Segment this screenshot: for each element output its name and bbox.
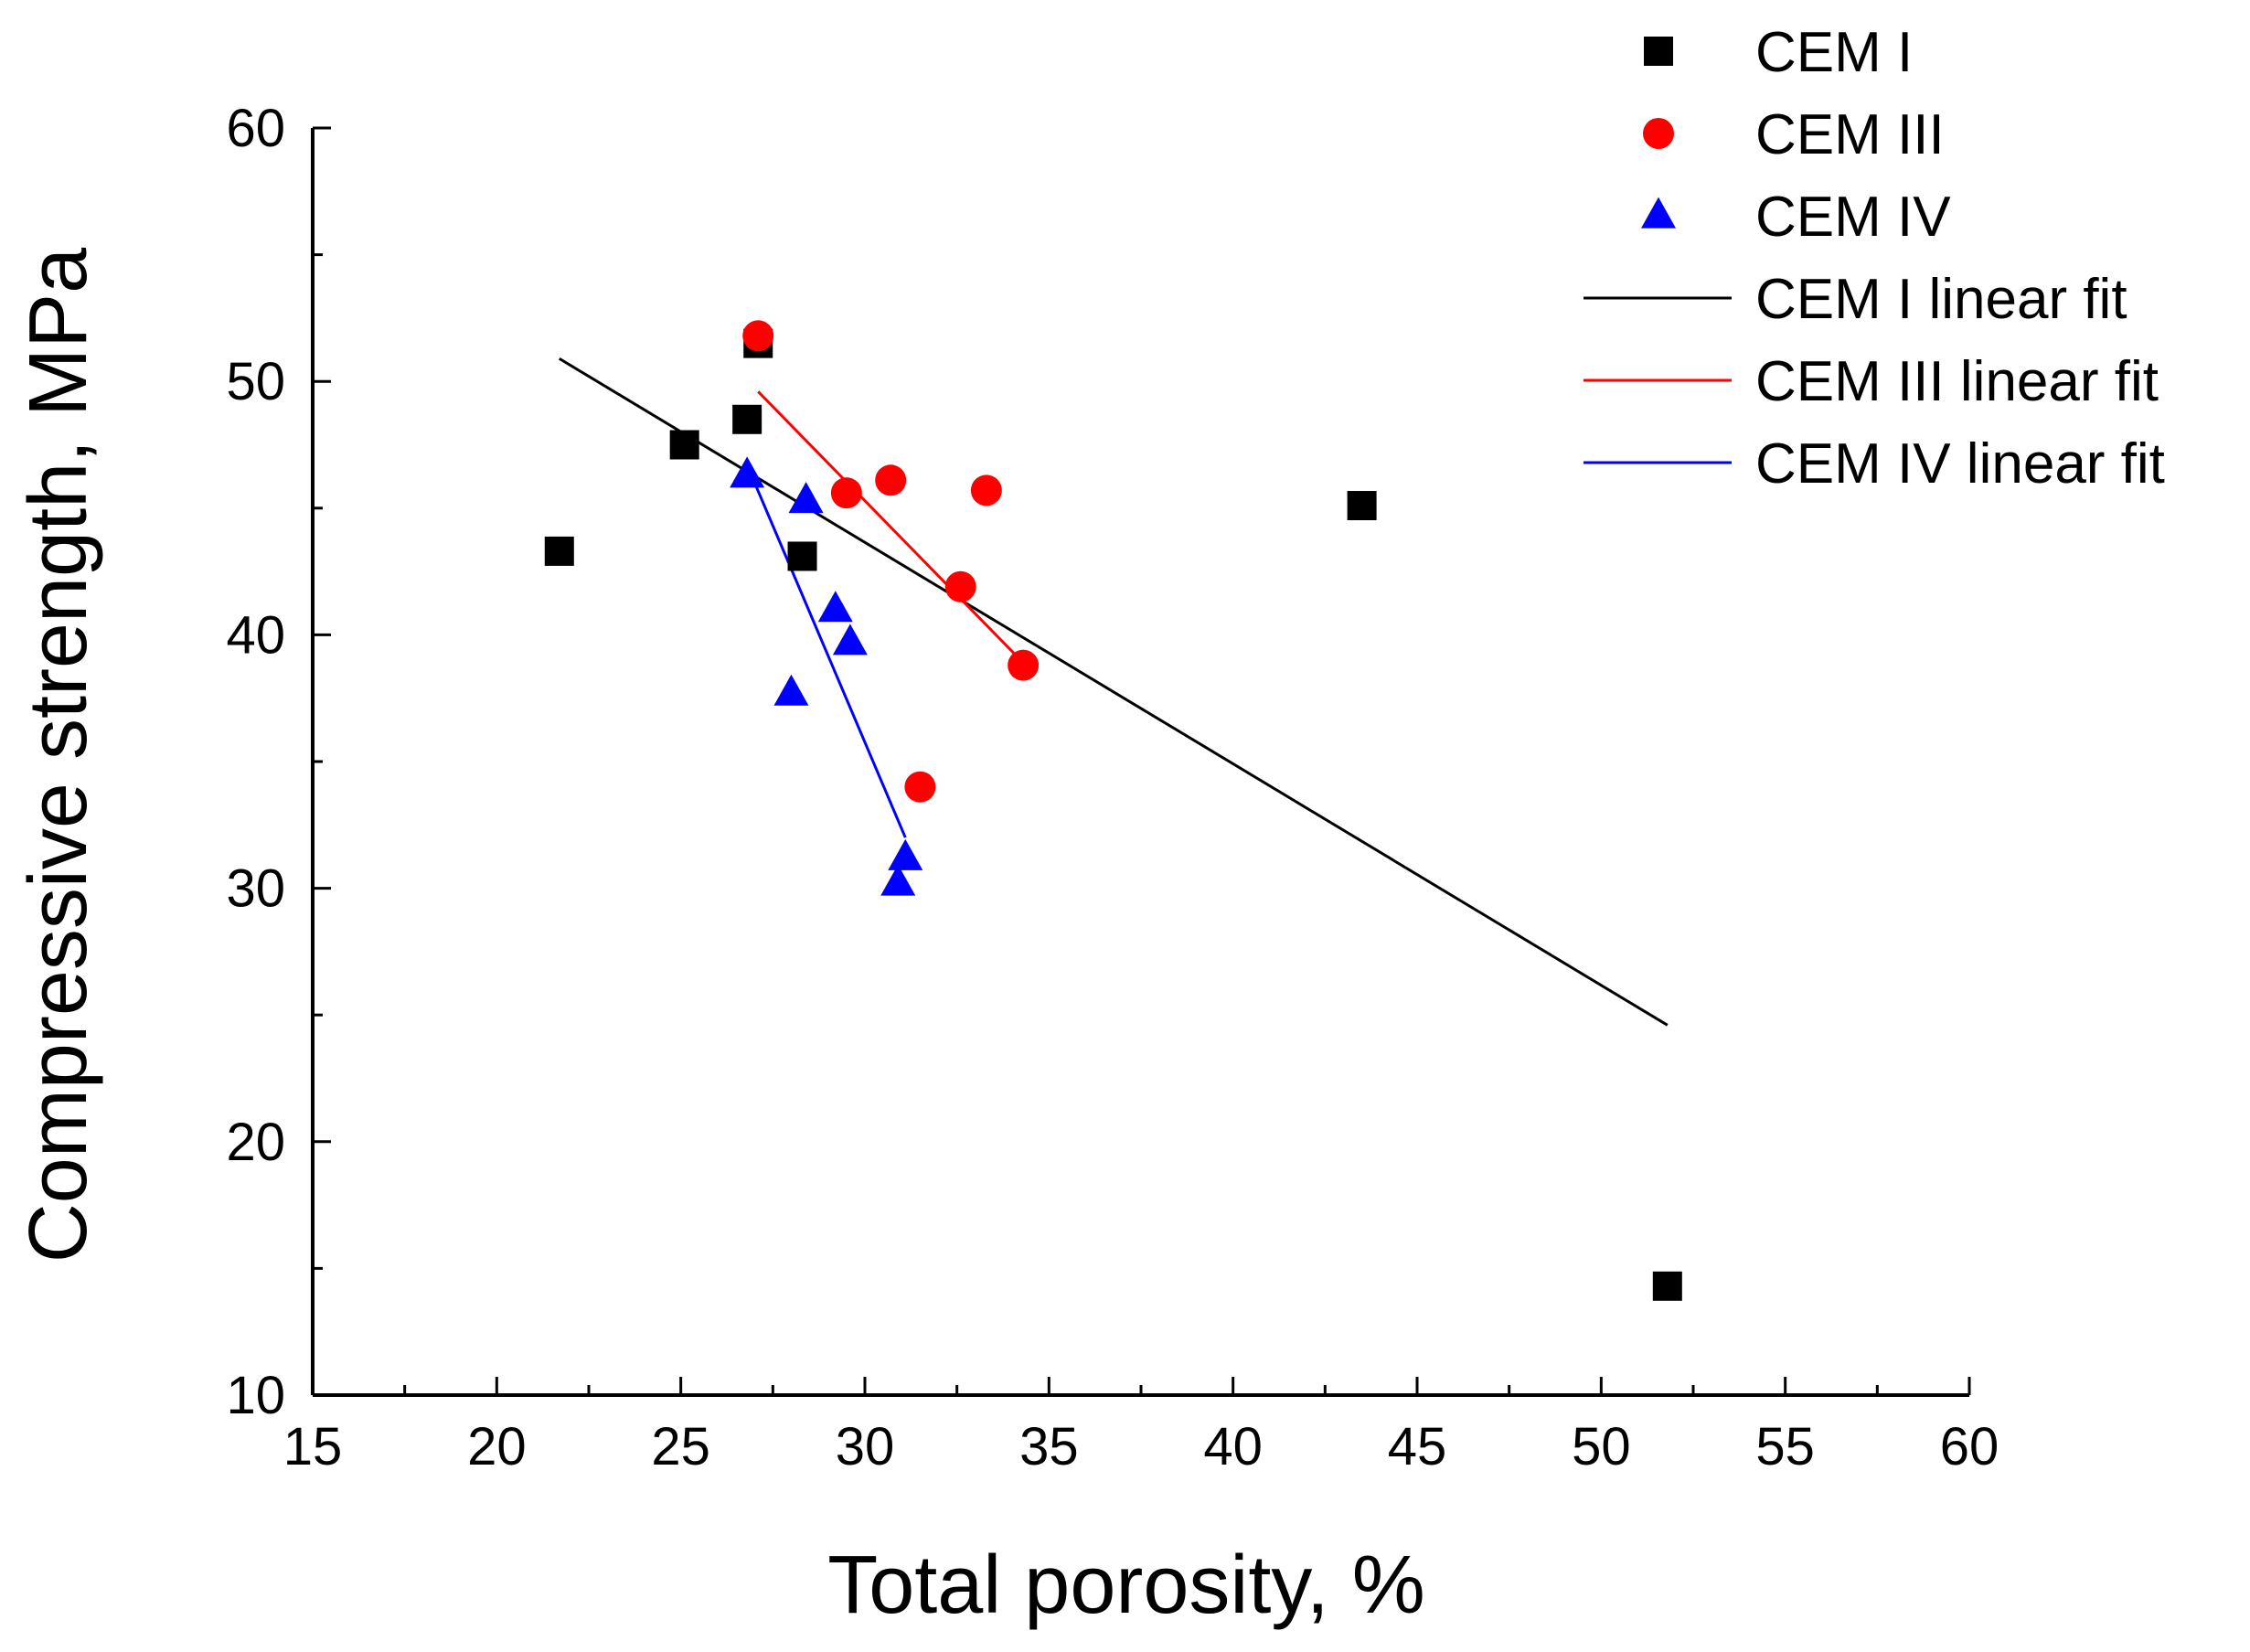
data-point [904, 771, 936, 803]
x-tick-label: 20 [467, 1417, 527, 1476]
x-tick-label: 25 [651, 1417, 710, 1476]
legend-marker [1641, 197, 1676, 229]
x-tick-label: 35 [1019, 1417, 1079, 1476]
legend-label: CEM IV linear fit [1755, 432, 2165, 496]
fit-lines [559, 357, 1669, 1027]
x-axis-title: Total porosity, % [827, 1540, 1425, 1631]
data-point [888, 838, 923, 870]
axes: 15 20 25 30 35 40 45 50 55 60 10 20 30 40 50 60 [226, 99, 1999, 1476]
data-point [1652, 1271, 1682, 1301]
data-point [880, 864, 916, 896]
fit-line [757, 390, 1025, 664]
data-point [773, 674, 809, 706]
data-point [830, 477, 862, 509]
data-point [742, 320, 774, 352]
y-tick-label: 40 [226, 605, 285, 665]
y-tick-label: 20 [226, 1113, 285, 1172]
x-tick-label: 40 [1203, 1417, 1263, 1476]
legend-label: CEM I linear fit [1755, 268, 2127, 331]
data-point [544, 536, 574, 566]
x-tick-label: 15 [283, 1417, 343, 1476]
x-tick-label: 50 [1572, 1417, 1631, 1476]
data-point [817, 591, 853, 623]
data-point [1347, 491, 1377, 521]
y-axis-title: Compressive strength, MPa [13, 247, 104, 1263]
data-point [787, 541, 817, 571]
legend-label: CEM III [1755, 103, 1945, 166]
data-point [875, 464, 907, 496]
legend-label: CEM III linear fit [1755, 350, 2159, 413]
legend: CEM I CEM III CEM IV CEM I linear fit CEM II… [1584, 21, 2165, 496]
data-point [788, 482, 824, 514]
y-tick-label: 60 [226, 99, 285, 158]
y-tick-label: 30 [226, 859, 285, 919]
data-point [832, 623, 868, 655]
x-tick-label: 30 [836, 1417, 895, 1476]
y-tick-label: 10 [226, 1366, 285, 1425]
y-tick-label: 50 [226, 352, 285, 411]
legend-marker [1643, 118, 1674, 149]
legend-label: CEM I [1755, 21, 1913, 84]
x-tick-label: 45 [1388, 1417, 1447, 1476]
fit-line [559, 357, 1669, 1027]
data-point [970, 474, 1002, 506]
fit-line [745, 464, 907, 838]
x-tick-label: 60 [1940, 1417, 1999, 1476]
data-point [1008, 649, 1040, 681]
legend-marker [1644, 37, 1673, 66]
data-point [944, 570, 976, 602]
data-point [730, 456, 765, 488]
legend-label: CEM IV [1755, 186, 1951, 249]
x-tick-label: 55 [1755, 1417, 1815, 1476]
data-point [669, 430, 699, 460]
data-point [732, 404, 762, 434]
data-markers [544, 320, 1682, 1301]
